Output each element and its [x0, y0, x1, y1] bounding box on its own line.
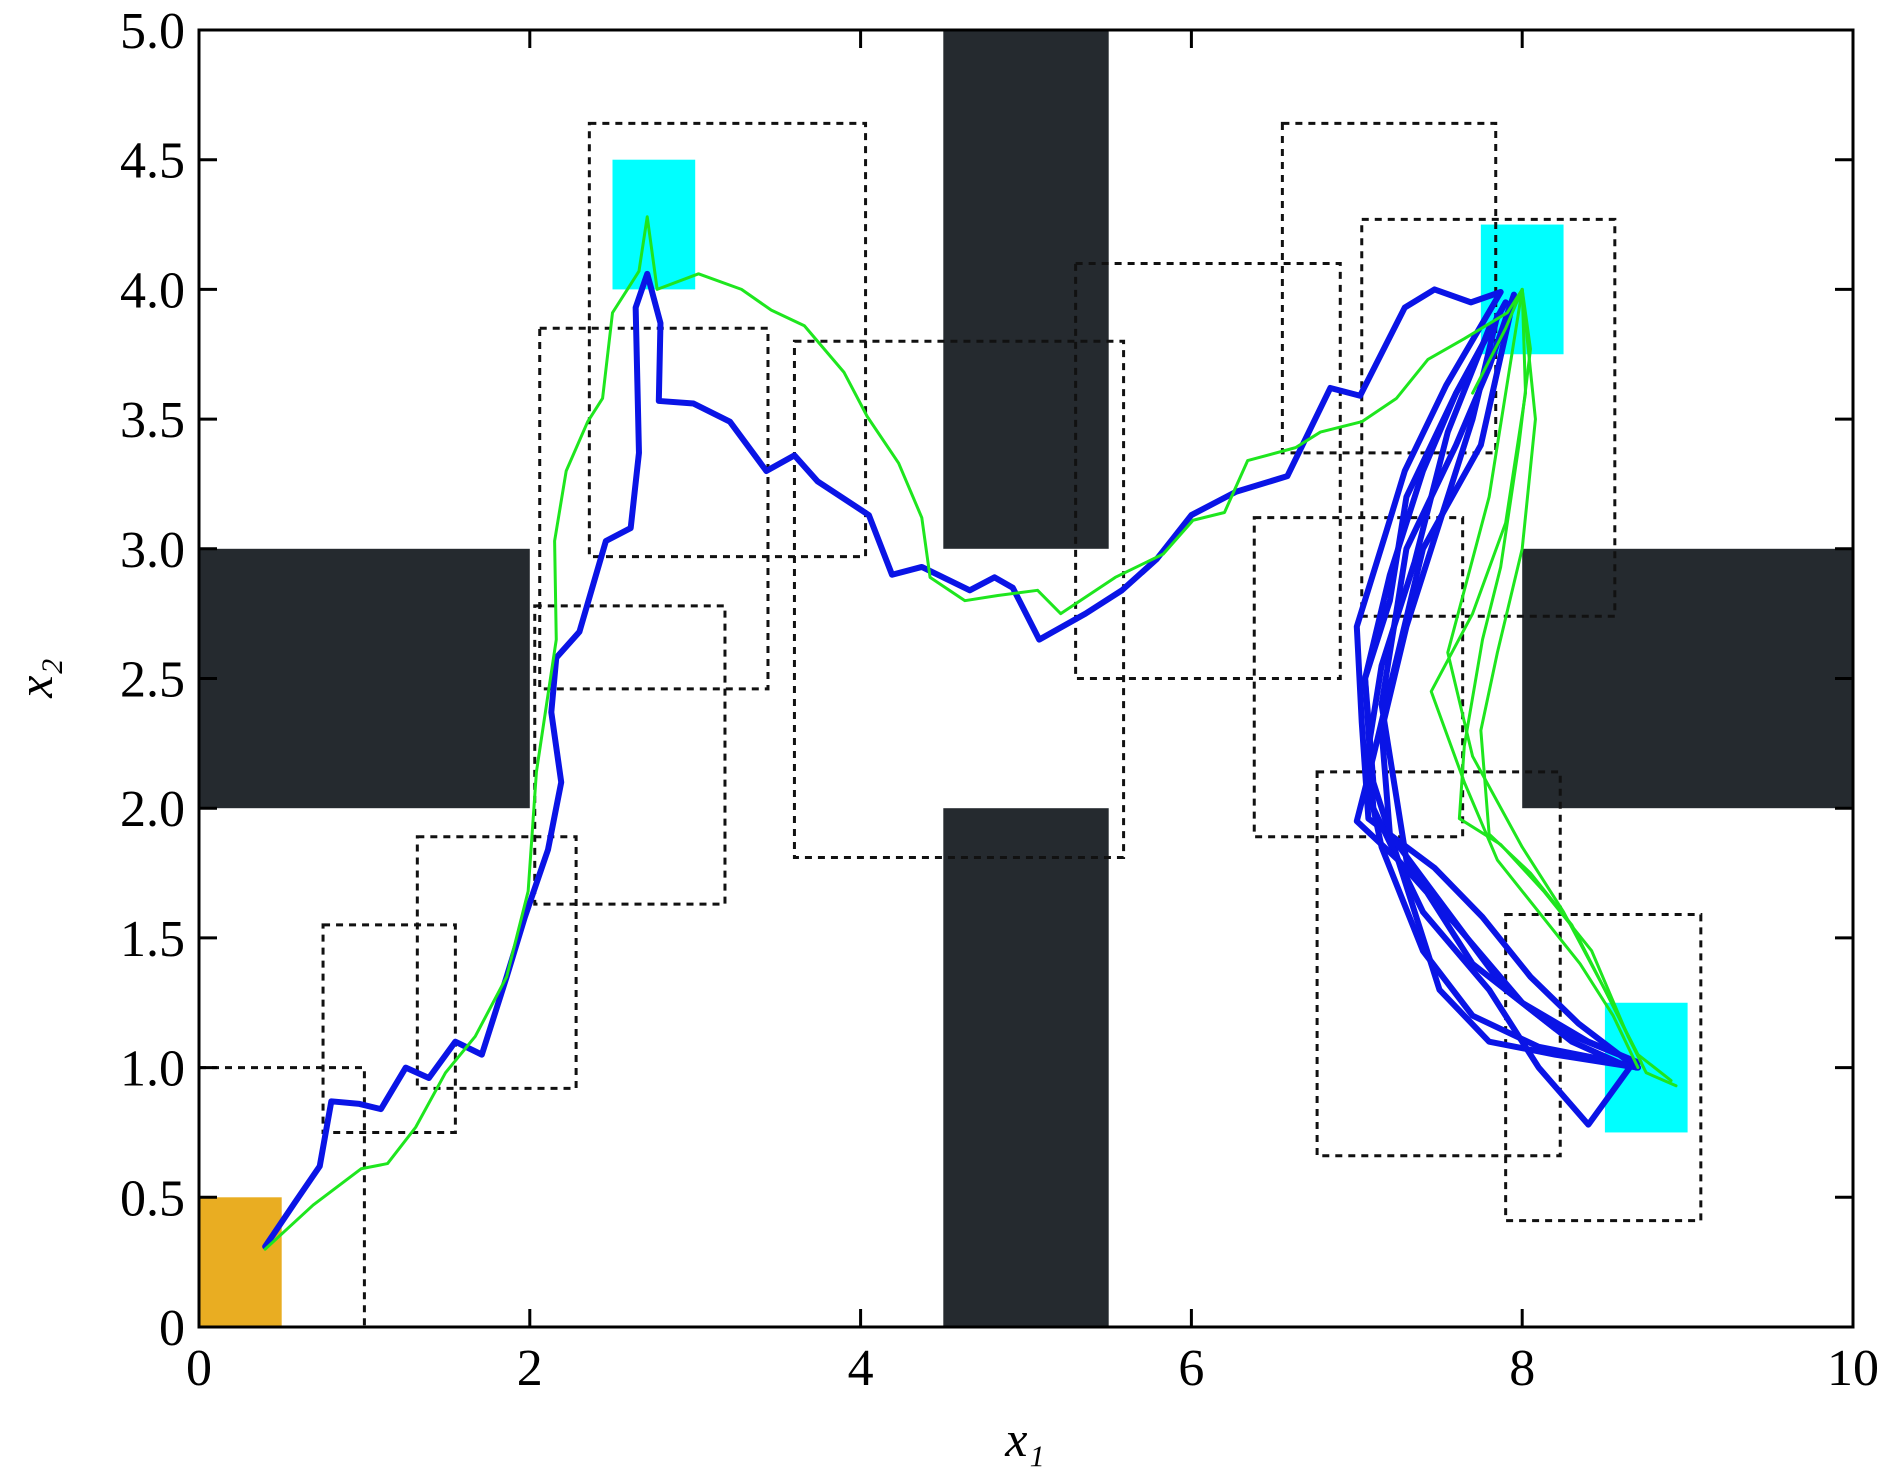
dashed-region	[321, 923, 457, 1134]
start-region	[199, 1197, 282, 1327]
y-tick-label: 5.0	[120, 3, 185, 60]
x-tick-label: 6	[1178, 1340, 1204, 1397]
dashed-region	[792, 339, 1126, 859]
trajectory	[1362, 325, 1641, 1071]
dashed-region	[533, 604, 727, 906]
y-tick-label: 3.0	[120, 522, 185, 579]
y-tick-label: 0	[159, 1300, 185, 1357]
x-tick-label: 8	[1509, 1340, 1535, 1397]
obstacle	[199, 548, 530, 809]
dashed-region	[415, 835, 578, 1090]
dashed-region	[1280, 121, 1498, 455]
dashed-region	[538, 326, 770, 691]
y-tick-label: 2.0	[120, 781, 185, 838]
trajectory	[1446, 287, 1643, 1064]
obstacle	[943, 808, 1109, 1327]
y-tick-label: 1.5	[120, 911, 185, 968]
dashed-region	[1315, 770, 1562, 1158]
y-tick-label: 3.5	[120, 392, 185, 449]
obstacle	[1522, 548, 1853, 809]
y-tick-label: 1.0	[120, 1041, 185, 1098]
trajectory	[262, 270, 1640, 1250]
x-axis-label: x₁	[1004, 1411, 1045, 1467]
obstacle	[943, 30, 1109, 549]
y-tick-label: 2.5	[120, 652, 185, 709]
dashed-region	[1504, 913, 1703, 1223]
y-tick-label: 0.5	[120, 1170, 185, 1227]
y-tick-label: 4.5	[120, 133, 185, 190]
trajectory	[263, 215, 1678, 1251]
y-axis-label: x₂	[7, 658, 63, 699]
trajectory	[1353, 291, 1641, 1066]
dashed-region	[1252, 516, 1465, 839]
x-tick-label: 10	[1827, 1340, 1879, 1397]
trajectory	[1429, 287, 1640, 1070]
dashed-region	[587, 121, 868, 559]
y-tick-label: 4.0	[120, 262, 185, 319]
dashed-region	[1074, 261, 1342, 680]
x-tick-label: 4	[848, 1340, 874, 1397]
x-tick-label: 2	[517, 1340, 543, 1397]
x-tick-label: 0	[186, 1340, 212, 1397]
